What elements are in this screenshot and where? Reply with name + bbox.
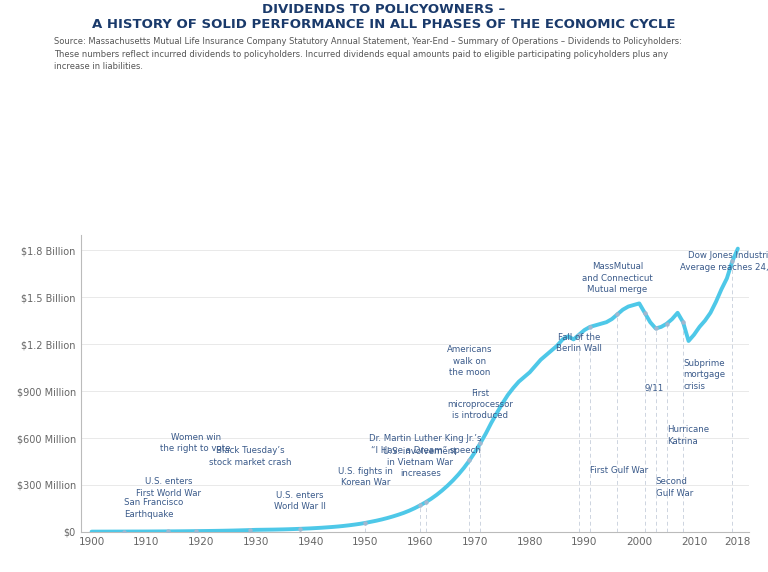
Text: Dr. Martin Luther King Jr.’s
“I Have a Dream” speech: Dr. Martin Luther King Jr.’s “I Have a D…: [369, 434, 482, 455]
Text: 9/11: 9/11: [645, 383, 664, 392]
Text: U.S. enters
World War II: U.S. enters World War II: [273, 491, 326, 511]
Text: DIVIDENDS TO POLICYOWNERS –: DIVIDENDS TO POLICYOWNERS –: [263, 3, 505, 16]
Text: MassMutual
and Connecticut
Mutual merge: MassMutual and Connecticut Mutual merge: [582, 262, 653, 294]
Text: Women win
the right to vote: Women win the right to vote: [161, 432, 231, 453]
Text: Americans
walk on
the moon: Americans walk on the moon: [447, 345, 492, 378]
Text: Second
Gulf War: Second Gulf War: [656, 477, 693, 498]
Text: Dow Jones Industrial
Average reaches 24,000: Dow Jones Industrial Average reaches 24,…: [680, 251, 768, 272]
Text: Subprime
mortgage
crisis: Subprime mortgage crisis: [683, 359, 725, 391]
Text: Fall of the
Berlin Wall: Fall of the Berlin Wall: [556, 333, 602, 353]
Text: A HISTORY OF SOLID PERFORMANCE IN ALL PHASES OF THE ECONOMIC CYCLE: A HISTORY OF SOLID PERFORMANCE IN ALL PH…: [92, 18, 676, 31]
Text: Black Tuesday’s
stock market crash: Black Tuesday’s stock market crash: [209, 446, 292, 467]
Text: Hurricane
Katrina: Hurricane Katrina: [667, 425, 709, 446]
Text: U.S. involvement
in Vietnam War
increases: U.S. involvement in Vietnam War increase…: [383, 447, 457, 478]
Text: First
microprocessor
is introduced: First microprocessor is introduced: [448, 388, 513, 420]
Text: U.S. fights in
Korean War: U.S. fights in Korean War: [338, 467, 393, 487]
Text: First Gulf War: First Gulf War: [590, 466, 648, 475]
Text: San Francisco
Earthquake: San Francisco Earthquake: [124, 498, 184, 519]
Text: Source: Massachusetts Mutual Life Insurance Company Statutory Annual Statement, : Source: Massachusetts Mutual Life Insura…: [54, 37, 682, 71]
Text: U.S. enters
First World War: U.S. enters First World War: [136, 477, 200, 498]
